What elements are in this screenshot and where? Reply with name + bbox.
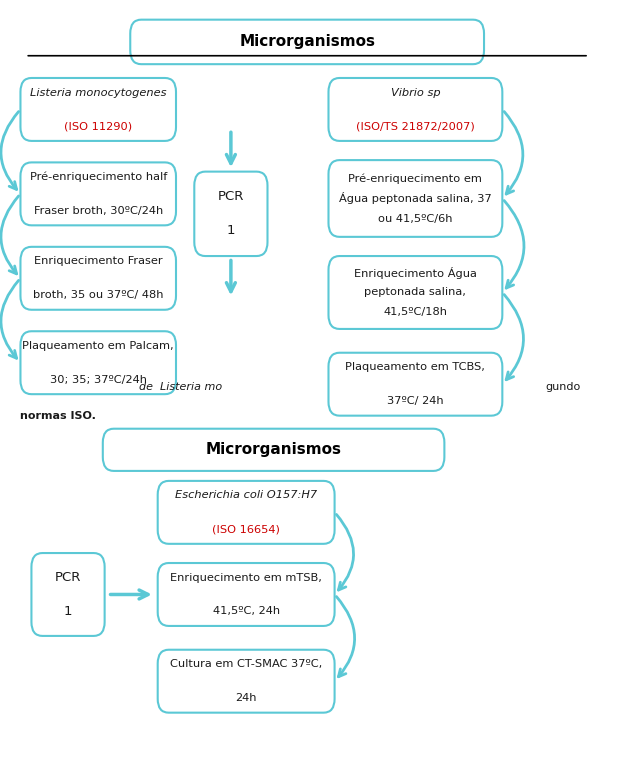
Text: 1: 1 [64, 604, 72, 618]
FancyBboxPatch shape [20, 332, 176, 394]
FancyBboxPatch shape [329, 256, 502, 329]
Text: PCR: PCR [55, 571, 81, 584]
Text: Microrganismos: Microrganismos [206, 442, 342, 458]
Text: Fraser broth, 30ºC/24h: Fraser broth, 30ºC/24h [34, 206, 163, 216]
Text: (ISO/TS 21872/2007): (ISO/TS 21872/2007) [356, 121, 475, 131]
FancyBboxPatch shape [130, 19, 484, 64]
Text: (ISO 11290): (ISO 11290) [64, 121, 132, 131]
Text: Plaqueamento em Palcam,: Plaqueamento em Palcam, [22, 341, 174, 351]
Text: broth, 35 ou 37ºC/ 48h: broth, 35 ou 37ºC/ 48h [33, 290, 163, 300]
Text: Enriquecimento Água: Enriquecimento Água [354, 267, 477, 279]
FancyBboxPatch shape [158, 563, 335, 626]
Text: Água peptonada salina, 37: Água peptonada salina, 37 [339, 192, 492, 205]
FancyBboxPatch shape [158, 650, 335, 713]
FancyBboxPatch shape [329, 352, 502, 416]
Text: peptonada salina,: peptonada salina, [365, 288, 466, 298]
Text: Plaqueamento em TCBS,: Plaqueamento em TCBS, [345, 363, 486, 373]
Text: 41,5ºC, 24h: 41,5ºC, 24h [212, 606, 279, 616]
Text: Enriquecimento Fraser: Enriquecimento Fraser [34, 257, 163, 267]
Text: Listeria monocytogenes: Listeria monocytogenes [30, 87, 166, 97]
FancyBboxPatch shape [194, 172, 268, 256]
FancyBboxPatch shape [20, 162, 176, 226]
FancyBboxPatch shape [32, 553, 104, 636]
Text: (ISO 16654): (ISO 16654) [212, 524, 280, 534]
Text: Microrganismos: Microrganismos [239, 35, 375, 49]
Text: 37ºC/ 24h: 37ºC/ 24h [387, 396, 444, 406]
FancyBboxPatch shape [20, 247, 176, 310]
Text: gundo: gundo [545, 382, 580, 391]
FancyBboxPatch shape [20, 78, 176, 141]
Text: Cultura em CT-SMAC 37ºC,: Cultura em CT-SMAC 37ºC, [170, 659, 322, 669]
Text: Pré-enriquecimento half: Pré-enriquecimento half [30, 172, 167, 182]
FancyBboxPatch shape [103, 429, 445, 471]
Text: Enriquecimento em mTSB,: Enriquecimento em mTSB, [170, 573, 322, 583]
Text: normas ISO.: normas ISO. [20, 410, 96, 421]
FancyBboxPatch shape [158, 481, 335, 544]
Text: PCR: PCR [218, 190, 244, 203]
Text: 24h: 24h [235, 693, 257, 703]
Text: Escherichia coli O157:H7: Escherichia coli O157:H7 [175, 491, 317, 500]
Text: ou 41,5ºC/6h: ou 41,5ºC/6h [378, 213, 453, 223]
Text: Vibrio sp: Vibrio sp [391, 87, 440, 97]
FancyBboxPatch shape [329, 160, 502, 237]
Text: Pré-enriquecimento em: Pré-enriquecimento em [348, 173, 483, 183]
Text: 41,5ºC/18h: 41,5ºC/18h [383, 307, 447, 317]
Text: 30; 35; 37ºC/24h: 30; 35; 37ºC/24h [50, 375, 147, 385]
Text: de  Listeria mo: de Listeria mo [139, 382, 222, 391]
FancyBboxPatch shape [329, 78, 502, 141]
Text: 1: 1 [227, 224, 235, 237]
